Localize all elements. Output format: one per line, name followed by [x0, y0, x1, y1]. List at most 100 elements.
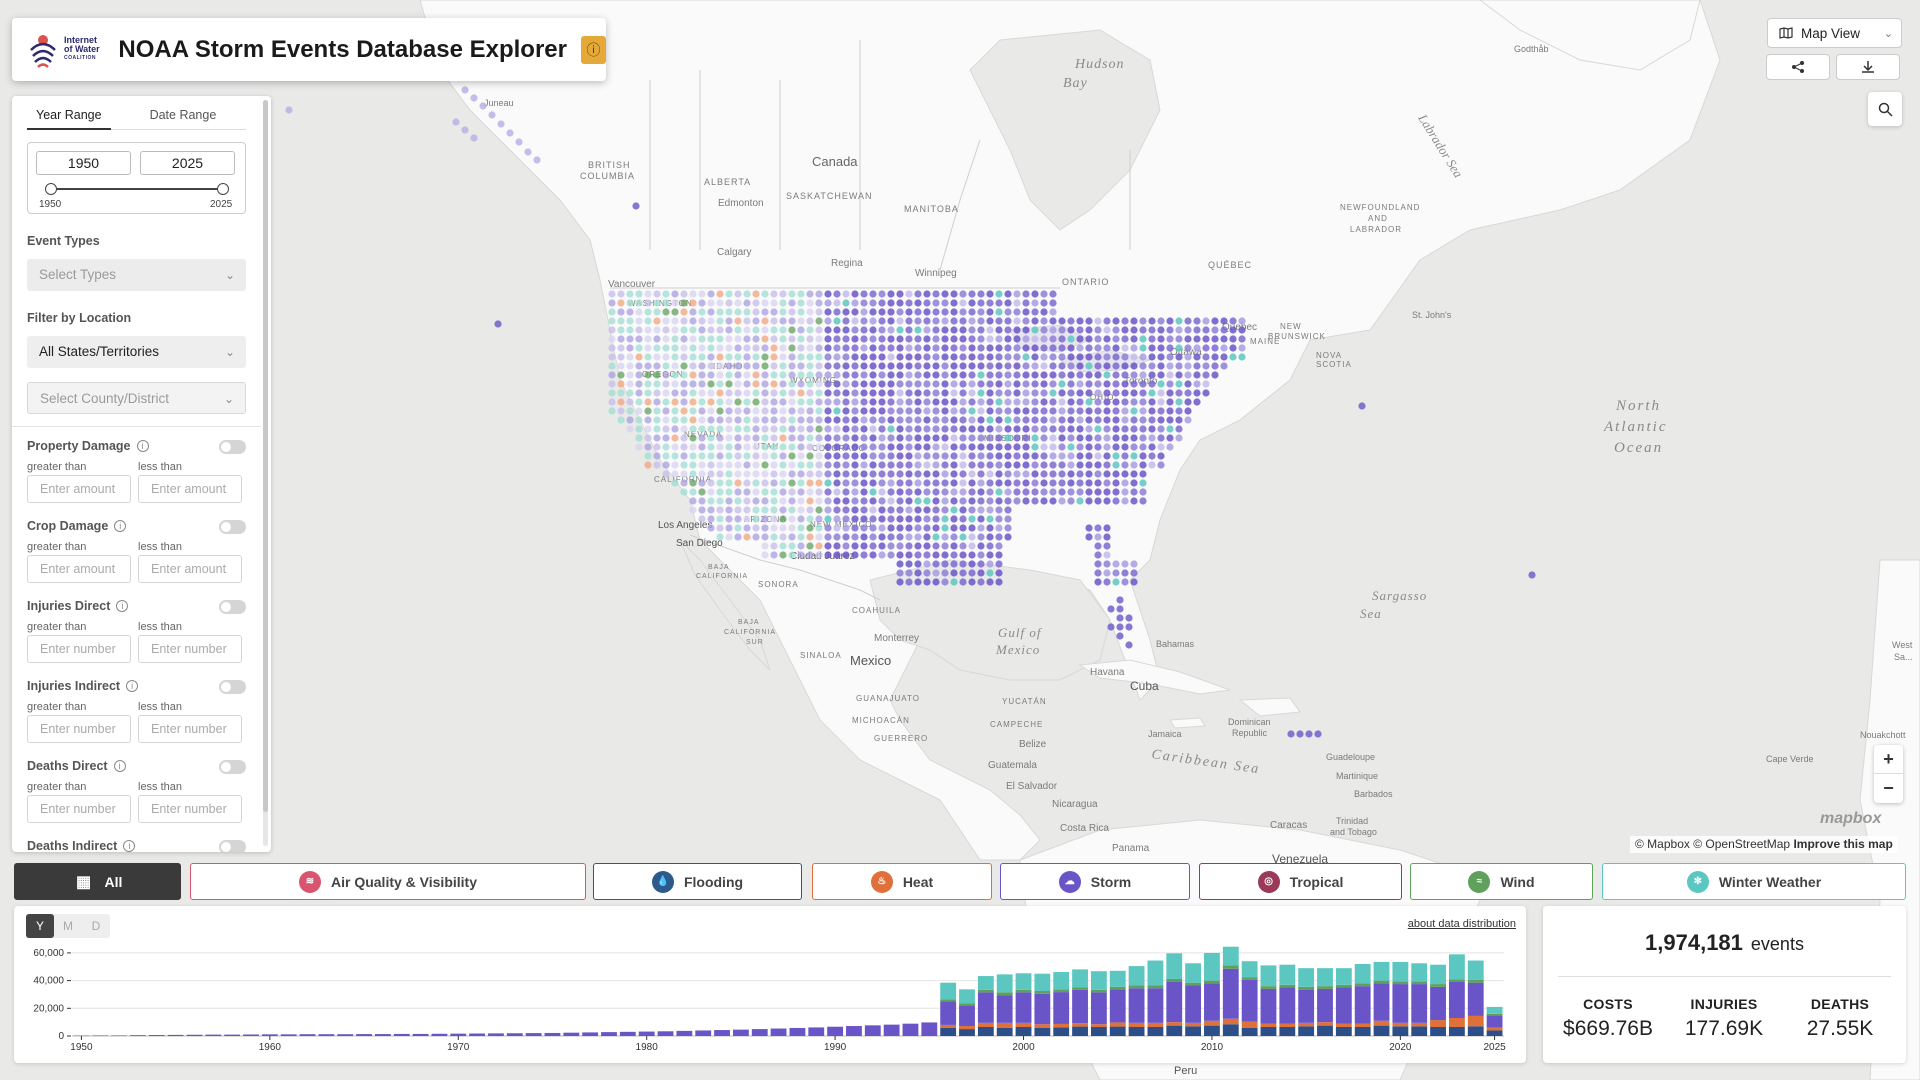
event-dot[interactable]	[626, 389, 634, 397]
event-dot[interactable]	[851, 515, 859, 523]
event-dot[interactable]	[707, 515, 715, 523]
event-dot[interactable]	[878, 533, 886, 541]
event-dot[interactable]	[797, 461, 805, 469]
event-dot[interactable]	[788, 524, 796, 532]
event-dot[interactable]	[842, 497, 850, 505]
event-dot[interactable]	[878, 416, 886, 424]
event-dot[interactable]	[1049, 452, 1057, 460]
event-dot[interactable]	[1314, 730, 1322, 738]
event-dot[interactable]	[878, 326, 886, 334]
event-dot[interactable]	[1004, 515, 1012, 523]
event-dot[interactable]	[689, 380, 697, 388]
event-dot[interactable]	[869, 326, 877, 334]
event-dot[interactable]	[698, 362, 706, 370]
event-dot[interactable]	[977, 398, 985, 406]
event-dot[interactable]	[779, 344, 787, 352]
event-dot[interactable]	[608, 353, 616, 361]
event-dot[interactable]	[761, 371, 769, 379]
event-dot[interactable]	[1058, 443, 1066, 451]
event-dot[interactable]	[608, 344, 616, 352]
event-dot[interactable]	[644, 344, 652, 352]
event-dot[interactable]	[941, 479, 949, 487]
event-dot[interactable]	[869, 443, 877, 451]
event-dot[interactable]	[941, 353, 949, 361]
event-dot[interactable]	[1125, 641, 1133, 649]
event-dot[interactable]	[707, 479, 715, 487]
event-dot[interactable]	[950, 353, 958, 361]
event-dot[interactable]	[959, 497, 967, 505]
histogram-bar[interactable]	[1147, 960, 1164, 986]
event-dot[interactable]	[1130, 488, 1138, 496]
event-dot[interactable]	[833, 344, 841, 352]
event-dot[interactable]	[1130, 380, 1138, 388]
event-dot[interactable]	[995, 578, 1003, 586]
event-dot[interactable]	[860, 362, 868, 370]
event-dot[interactable]	[833, 398, 841, 406]
event-dot[interactable]	[1094, 461, 1102, 469]
event-dot[interactable]	[1067, 416, 1075, 424]
histogram-bar[interactable]	[431, 1033, 448, 1036]
event-dot[interactable]	[806, 380, 814, 388]
event-dot[interactable]	[995, 380, 1003, 388]
event-dot[interactable]	[968, 371, 976, 379]
event-dot[interactable]	[1175, 362, 1183, 370]
event-dot[interactable]	[680, 470, 688, 478]
histogram-bar[interactable]	[1109, 1026, 1126, 1036]
event-dot[interactable]	[869, 317, 877, 325]
event-dot[interactable]	[689, 371, 697, 379]
histogram-bar[interactable]	[1128, 985, 1145, 989]
event-dot[interactable]	[743, 380, 751, 388]
event-dot[interactable]	[635, 353, 643, 361]
event-dot[interactable]	[824, 380, 832, 388]
event-dot[interactable]	[968, 389, 976, 397]
event-dot[interactable]	[1058, 353, 1066, 361]
event-dot[interactable]	[743, 515, 751, 523]
histogram-bar[interactable]	[1430, 1020, 1446, 1027]
info-icon[interactable]: i	[136, 440, 149, 452]
event-dot[interactable]	[1067, 407, 1075, 415]
histogram-bar[interactable]	[582, 1032, 599, 1036]
event-dot[interactable]	[608, 326, 616, 334]
event-dot[interactable]	[923, 299, 931, 307]
event-dot[interactable]	[617, 371, 625, 379]
event-dot[interactable]	[1130, 326, 1138, 334]
event-dot[interactable]	[1139, 380, 1147, 388]
event-dot[interactable]	[1157, 416, 1165, 424]
event-dot[interactable]	[1211, 362, 1219, 370]
event-dot[interactable]	[1022, 443, 1030, 451]
event-dot[interactable]	[797, 443, 805, 451]
event-dot[interactable]	[959, 290, 967, 298]
event-dot[interactable]	[1076, 362, 1084, 370]
event-dot[interactable]	[698, 479, 706, 487]
event-dot[interactable]	[806, 488, 814, 496]
year-to-input[interactable]: 2025	[140, 151, 235, 175]
event-dot[interactable]	[1184, 344, 1192, 352]
event-dot[interactable]	[941, 308, 949, 316]
event-dot[interactable]	[1058, 371, 1066, 379]
event-dot[interactable]	[833, 524, 841, 532]
histogram-bar[interactable]	[1279, 987, 1296, 1024]
event-dot[interactable]	[995, 506, 1003, 514]
event-dot[interactable]	[1076, 398, 1084, 406]
event-dot[interactable]	[905, 524, 913, 532]
event-dot[interactable]	[1067, 470, 1075, 478]
event-dot[interactable]	[977, 479, 985, 487]
event-dot[interactable]	[671, 290, 679, 298]
event-dot[interactable]	[887, 515, 895, 523]
histogram-bar[interactable]	[1486, 1027, 1503, 1031]
event-dot[interactable]	[887, 353, 895, 361]
event-dot[interactable]	[779, 470, 787, 478]
event-dot[interactable]	[725, 389, 733, 397]
event-dot[interactable]	[662, 371, 670, 379]
event-dot[interactable]	[1076, 452, 1084, 460]
event-dot[interactable]	[932, 542, 940, 550]
event-dot[interactable]	[761, 488, 769, 496]
histogram-bar[interactable]	[1034, 991, 1051, 994]
event-dot[interactable]	[959, 362, 967, 370]
filter-toggle[interactable]	[219, 680, 246, 694]
event-dot[interactable]	[770, 551, 778, 559]
event-dot[interactable]	[1085, 407, 1093, 415]
event-dot[interactable]	[878, 398, 886, 406]
event-dot[interactable]	[1013, 479, 1021, 487]
event-dot[interactable]	[734, 317, 742, 325]
